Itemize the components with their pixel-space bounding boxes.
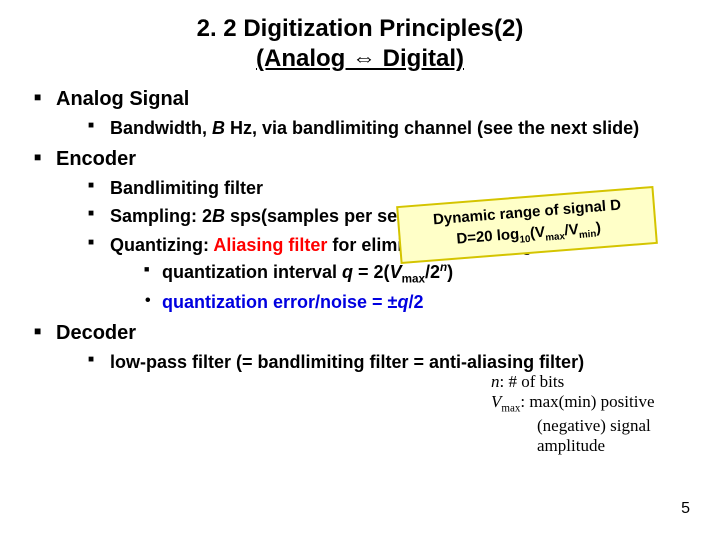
qe-pre: quantization error/noise = <box>162 292 388 312</box>
co-pre: D=20 log <box>456 225 520 247</box>
double-arrow-icon: ⇔ <box>352 45 376 72</box>
qi-pre: quantization interval <box>162 262 342 282</box>
item-q-interval: quantization interval q = 2(Vmax/2n) <box>144 260 700 287</box>
title-pre: (Analog <box>256 45 352 72</box>
qi-close: ) <box>447 262 453 282</box>
decoder-sublist: low-pass filter (= bandlimiting filter =… <box>56 351 700 374</box>
note-n: n <box>491 372 500 391</box>
slide-title: 2. 2 Digitization Principles(2) (Analog … <box>20 14 700 74</box>
qi-V: V <box>390 262 402 282</box>
bw-pre: Bandwidth, <box>110 118 212 138</box>
samp-pre: Sampling: 2 <box>110 206 212 226</box>
analog-sublist: Bandwidth, B Hz, via bandlimiting channe… <box>56 117 700 140</box>
note-line-v: Vmax: max(min) positive <box>491 392 696 416</box>
slide: 2. 2 Digitization Principles(2) (Analog … <box>0 0 720 540</box>
item-bandwidth: Bandwidth, B Hz, via bandlimiting channe… <box>88 117 700 140</box>
quantizing-sublist: quantization interval q = 2(Vmax/2n) qua… <box>110 260 700 314</box>
bw-B: B <box>212 118 225 138</box>
plus-minus-icon: ± <box>388 292 398 312</box>
side-note: n: # of bits Vmax: max(min) positive (ne… <box>491 372 696 457</box>
title-post: Digital) <box>376 45 464 72</box>
note-line-n: n: # of bits <box>491 372 696 392</box>
qi-q: q <box>342 262 353 282</box>
item-analog-signal: Analog Signal Bandwidth, B Hz, via bandl… <box>30 88 700 140</box>
samp-B: B <box>212 206 225 226</box>
co-max: max <box>545 231 565 243</box>
title-line-1: 2. 2 Digitization Principles(2) <box>20 14 700 44</box>
co-open: (V <box>529 223 545 241</box>
qe-q: q <box>397 292 408 312</box>
qi-after: /2 <box>425 262 440 282</box>
bw-post: Hz, via bandlimiting channel (see the ne… <box>225 118 639 138</box>
encoder-heading: Encoder <box>56 148 136 170</box>
note-v-label: : max(min) positive <box>520 392 654 411</box>
co-slash: /V <box>564 221 579 239</box>
note-V-sub: max <box>501 403 520 415</box>
note-n-label: : # of bits <box>500 372 565 391</box>
item-decoder: Decoder low-pass filter (= bandlimiting … <box>30 322 700 374</box>
qi-sub: max <box>402 273 425 286</box>
samp-mid: sps(samples per sec) <box>225 206 418 226</box>
item-low-pass-filter: low-pass filter (= bandlimiting filter =… <box>88 351 700 374</box>
qe-post: /2 <box>408 292 423 312</box>
item-q-error: quantization error/noise = ±q/2 <box>144 291 700 314</box>
note-line-3: (negative) signal <box>537 416 696 436</box>
quant-red: Aliasing filter <box>213 235 327 255</box>
note-line-4: amplitude <box>537 436 696 456</box>
analog-heading: Analog Signal <box>56 88 189 110</box>
co-close: ) <box>595 219 601 236</box>
decoder-heading: Decoder <box>56 322 136 344</box>
title-line-2: (Analog ⇔ Digital) <box>20 44 700 74</box>
quant-pre: Quantizing: <box>110 235 213 255</box>
note-V: V <box>491 392 501 411</box>
qi-mid: = 2( <box>353 262 390 282</box>
co-min: min <box>579 228 597 240</box>
page-number: 5 <box>681 500 690 518</box>
